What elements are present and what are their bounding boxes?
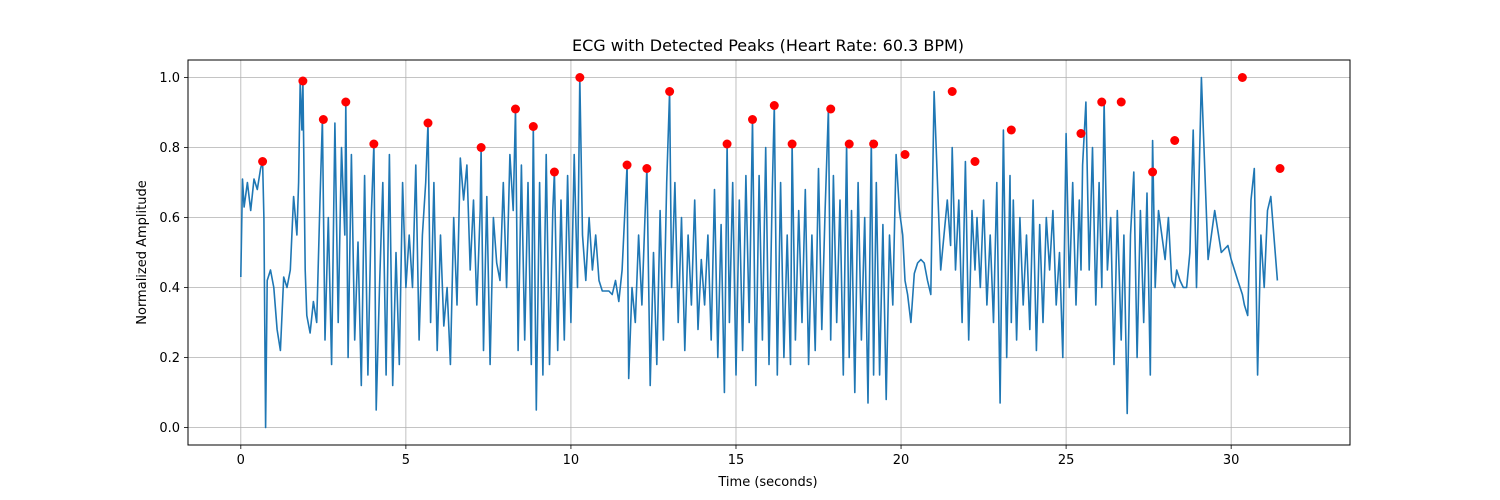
peak-marker	[826, 104, 836, 114]
peak-marker	[747, 115, 757, 124]
peak-marker	[1170, 136, 1180, 145]
peak-marker	[298, 76, 308, 86]
plot-area	[187, 59, 1351, 446]
peak-marker	[510, 104, 520, 114]
x-tick-label: 20	[893, 453, 910, 468]
y-tick-label: 0.6	[159, 211, 180, 226]
peak-marker	[665, 87, 675, 96]
ecg-series-line	[240, 76, 1279, 429]
peak-marker	[1097, 97, 1107, 107]
y-tick-label: 0.2	[159, 351, 180, 366]
peak-marker	[622, 160, 632, 170]
y-tick-label: 0.4	[159, 281, 180, 296]
y-axis: 0.0 0.2 0.4 0.6 0.8 1.0	[159, 71, 188, 436]
peak-marker	[258, 157, 268, 166]
peak-marker	[1006, 125, 1016, 135]
peak-marker	[318, 115, 328, 124]
peak-marker	[1275, 164, 1285, 173]
peaks-layer	[258, 73, 1285, 177]
peak-marker	[1076, 129, 1086, 138]
x-tick-label: 30	[1223, 453, 1240, 468]
x-axis: 0 5 10 15 20 25 30	[237, 445, 1240, 468]
peak-marker	[769, 101, 779, 110]
x-axis-label: Time (seconds)	[717, 475, 817, 490]
peak-marker	[423, 118, 433, 128]
peak-marker	[1237, 73, 1247, 82]
series-layer	[240, 76, 1279, 429]
peak-marker	[1148, 167, 1158, 177]
peak-marker	[642, 164, 652, 173]
y-tick-label: 0.8	[159, 141, 180, 156]
peak-marker	[341, 97, 351, 107]
x-tick-label: 0	[237, 453, 245, 468]
y-tick-label: 1.0	[159, 71, 180, 86]
peak-marker	[900, 150, 910, 159]
y-tick-label: 0.0	[159, 421, 180, 436]
peak-marker	[787, 139, 797, 149]
peak-marker	[947, 87, 957, 96]
plot-background	[188, 60, 1350, 445]
peak-marker	[970, 157, 980, 166]
x-tick-label: 15	[728, 453, 745, 468]
peak-marker	[476, 143, 486, 152]
y-axis-label: Normalized Amplitude	[135, 180, 150, 324]
peak-marker	[1116, 97, 1126, 107]
peak-marker	[549, 167, 559, 177]
x-tick-label: 25	[1058, 453, 1075, 468]
peak-marker	[722, 139, 732, 149]
peak-marker	[844, 139, 854, 149]
plot-frame	[187, 59, 1351, 446]
peak-marker	[869, 139, 879, 149]
peak-marker	[369, 139, 379, 149]
peak-marker	[575, 73, 585, 82]
x-tick-label: 10	[563, 453, 580, 468]
chart-title: ECG with Detected Peaks (Heart Rate: 60.…	[572, 36, 964, 55]
peak-marker	[528, 122, 538, 131]
x-tick-label: 5	[402, 453, 410, 468]
